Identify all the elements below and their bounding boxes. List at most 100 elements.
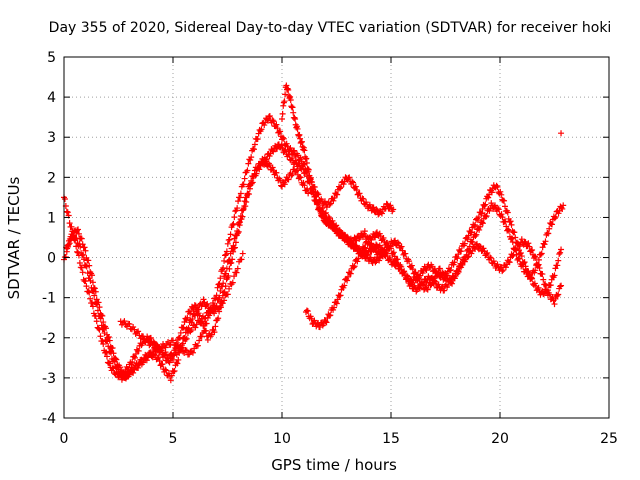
data-point	[502, 218, 509, 225]
data-point	[281, 98, 288, 105]
data-point	[79, 251, 86, 258]
data-point	[269, 164, 276, 171]
data-point	[285, 86, 292, 93]
data-point	[404, 275, 411, 282]
data-point	[232, 239, 239, 246]
data-point	[226, 236, 233, 243]
data-point	[93, 300, 100, 307]
data-point	[535, 284, 542, 291]
data-point	[227, 231, 234, 238]
data-point	[390, 249, 397, 256]
data-point	[531, 280, 538, 287]
data-point	[366, 201, 373, 208]
data-point	[394, 256, 401, 263]
data-point	[275, 141, 282, 148]
data-point	[331, 194, 338, 201]
data-point	[498, 211, 505, 218]
data-point	[117, 368, 124, 375]
data-point	[296, 173, 303, 180]
data-point	[380, 234, 387, 241]
data-point	[239, 250, 246, 257]
data-point	[83, 263, 90, 270]
data-point	[132, 354, 139, 361]
series-track-g	[318, 200, 567, 293]
data-point	[483, 250, 490, 257]
data-point	[153, 341, 160, 348]
data-point	[391, 238, 398, 245]
data-point	[225, 258, 232, 265]
data-point	[494, 183, 501, 190]
data-point	[337, 184, 344, 191]
data-point	[223, 265, 230, 272]
data-point	[148, 338, 155, 345]
data-point	[356, 190, 363, 197]
data-point	[378, 210, 385, 217]
data-marks	[61, 82, 567, 384]
data-point	[188, 327, 195, 334]
data-point	[517, 250, 524, 257]
data-point	[301, 182, 308, 189]
data-point	[306, 172, 313, 179]
data-point	[334, 191, 341, 198]
data-point	[166, 359, 173, 366]
data-point	[192, 324, 199, 331]
data-point	[76, 259, 83, 266]
data-point	[472, 233, 479, 240]
data-point	[132, 350, 139, 357]
data-point	[532, 254, 539, 261]
data-point	[293, 123, 300, 130]
data-point	[65, 243, 72, 250]
data-point	[368, 236, 375, 243]
data-point	[526, 243, 533, 250]
data-point	[469, 239, 476, 246]
data-point	[170, 337, 176, 344]
data-point	[558, 246, 565, 253]
data-point	[100, 319, 107, 326]
data-point	[394, 239, 401, 246]
data-point	[369, 260, 376, 267]
data-point	[477, 223, 484, 230]
data-point	[147, 334, 154, 341]
data-point	[333, 300, 340, 307]
data-point	[114, 362, 121, 369]
data-point	[226, 285, 233, 292]
data-point	[539, 271, 546, 278]
data-point	[189, 316, 196, 323]
data-point	[326, 215, 333, 222]
data-point	[231, 235, 238, 242]
data-point	[105, 334, 112, 341]
data-point	[216, 305, 223, 312]
series-outlier	[558, 130, 565, 137]
data-point	[559, 205, 566, 212]
data-point	[487, 254, 494, 261]
data-point	[329, 217, 336, 224]
data-point	[513, 251, 520, 258]
data-point	[441, 287, 448, 294]
data-point	[291, 114, 298, 121]
data-point	[75, 226, 82, 233]
data-point	[432, 274, 439, 281]
data-point	[152, 352, 159, 359]
data-point	[464, 236, 471, 243]
data-point	[525, 272, 532, 279]
data-point	[87, 277, 94, 284]
data-point	[292, 157, 299, 164]
data-point	[499, 268, 506, 275]
data-point	[372, 259, 379, 266]
data-point	[106, 360, 113, 367]
data-point	[486, 207, 493, 214]
data-point	[162, 349, 169, 356]
y-axis-label: SDTVAR / TECUs	[5, 176, 23, 299]
data-point	[258, 126, 265, 133]
data-point	[337, 292, 344, 299]
data-point	[547, 282, 554, 289]
data-point	[282, 146, 289, 153]
data-point	[289, 104, 296, 111]
data-point	[389, 258, 396, 265]
data-point	[443, 272, 450, 279]
data-point	[516, 243, 523, 250]
data-point	[310, 186, 317, 193]
data-point	[495, 206, 502, 213]
data-point	[162, 366, 169, 373]
data-point	[283, 82, 290, 89]
